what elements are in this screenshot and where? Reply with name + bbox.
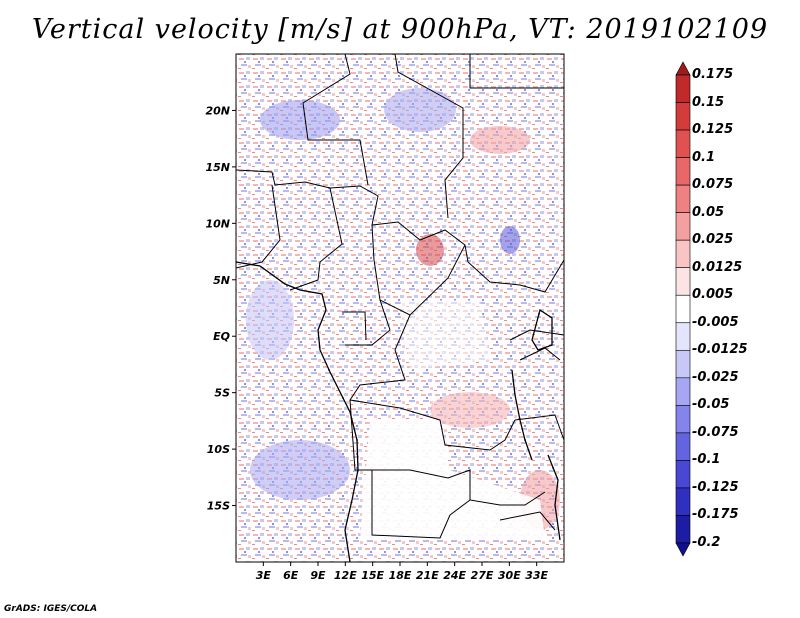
lon-tick-label: 33E	[525, 569, 548, 582]
colorbar-label: -0.075	[692, 424, 739, 440]
colorbar	[675, 61, 691, 557]
colorbar-swatch	[675, 102, 691, 131]
colorbar-swatch	[675, 377, 691, 406]
lon-tick-label: 18E	[389, 569, 412, 582]
colorbar-label: 0.15	[692, 94, 725, 110]
colorbar-label: 0.005	[692, 287, 734, 303]
colorbar-label: -0.05	[692, 397, 730, 413]
colorbar-swatch	[675, 74, 691, 103]
colorbar-label: -0.005	[692, 314, 739, 330]
lat-tick-label: 5N	[213, 274, 230, 287]
grads-credit: GrADS: IGES/COLA	[4, 604, 98, 614]
colorbar-swatch	[675, 61, 691, 76]
colorbar-swatch	[675, 405, 691, 434]
colorbar-label: 0.0125	[692, 259, 743, 275]
colorbar-swatch	[675, 432, 691, 461]
longitude-axis: 3E 6E 9E 12E 15E 18E 21E 24E 27E 30E 33E	[256, 562, 549, 582]
colorbar-swatch	[675, 460, 691, 489]
lat-tick-label: 10S	[207, 443, 230, 456]
colorbar-swatch	[675, 487, 691, 516]
colorbar-label: -0.1	[692, 452, 721, 468]
velocity-field	[236, 54, 564, 562]
lon-tick-label: 21E	[416, 569, 439, 582]
colorbar-swatch	[675, 239, 691, 269]
country-borders	[235, 53, 565, 539]
lat-tick-label: 20N	[205, 104, 230, 117]
colorbar-swatch	[675, 322, 691, 351]
colorbar-label: 0.075	[692, 177, 734, 193]
lat-tick-label: 10N	[205, 217, 230, 230]
colorbar-swatch	[675, 267, 691, 296]
lat-tick-label: 15S	[207, 500, 230, 513]
lon-tick-label: 3E	[256, 569, 272, 582]
colorbar-label: -0.125	[692, 479, 739, 495]
lon-tick-label: 15E	[361, 569, 384, 582]
colorbar-swatch	[675, 349, 691, 379]
lon-tick-label: 27E	[471, 569, 494, 582]
lon-tick-label: 24E	[443, 569, 466, 582]
lon-tick-label: 6E	[283, 569, 299, 582]
colorbar-swatch	[675, 157, 691, 186]
colorbar-label: 0.1	[692, 149, 716, 165]
coastlines	[235, 261, 561, 563]
colorbar-label: 0.05	[692, 204, 725, 220]
lat-tick-label: 5S	[214, 387, 230, 400]
lon-tick-label: 12E	[334, 569, 357, 582]
colorbar-label: 0.025	[692, 232, 734, 248]
colorbar-swatch	[675, 294, 691, 324]
colorbar-label: -0.0125	[692, 342, 748, 358]
map-title: Vertical velocity [m/s] at 900hPa, VT: 2…	[31, 14, 769, 45]
colorbar-label: 0.125	[692, 122, 734, 138]
colorbar-label: -0.175	[692, 507, 739, 523]
colorbar-swatch	[675, 542, 691, 557]
colorbar-swatch	[675, 515, 691, 544]
colorbar-swatch	[675, 129, 691, 158]
latitude-axis: 20N 15N 10N 5N EQ 5S 10S 15S	[205, 104, 236, 513]
lon-tick-label: 9E	[310, 569, 326, 582]
colorbar-swatch	[675, 184, 691, 213]
colorbar-label: -0.025	[692, 369, 739, 385]
colorbar-swatch	[675, 212, 691, 241]
lat-tick-label: EQ	[213, 330, 230, 343]
lon-tick-label: 30E	[498, 569, 521, 582]
lat-tick-label: 15N	[205, 161, 230, 174]
colorbar-label: -0.2	[692, 535, 721, 550]
colorbar-label: 0.175	[692, 67, 734, 82]
